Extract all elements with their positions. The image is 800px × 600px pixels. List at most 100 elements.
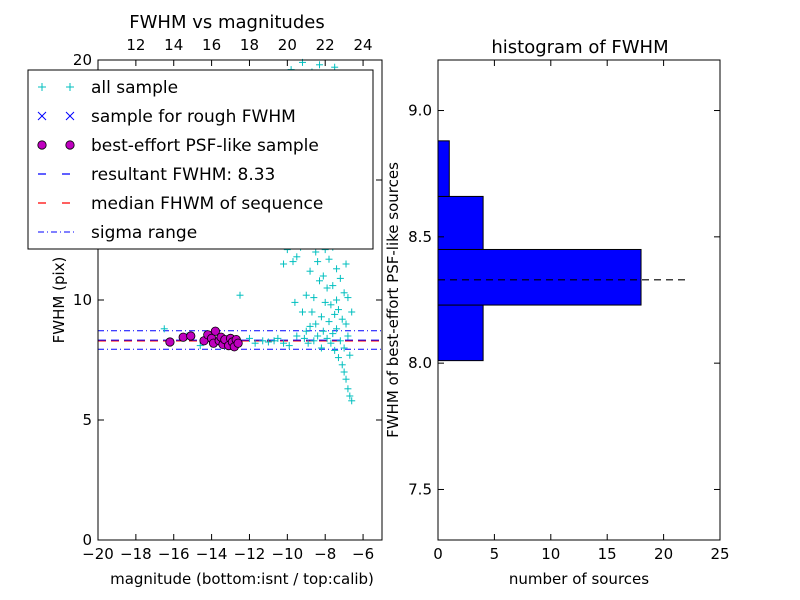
legend-entry: best-effort PSF-like sample — [37, 136, 319, 156]
all-sample-point — [333, 325, 341, 333]
histogram-bar — [437, 304, 484, 362]
legend-label: sample for rough FWHM — [91, 107, 296, 127]
all-sample-point — [331, 310, 339, 318]
top-tick-label: 16 — [202, 36, 221, 54]
all-sample-point — [160, 325, 168, 333]
histogram-x-tick-label: 15 — [598, 545, 617, 563]
top-tick-label: 24 — [354, 36, 373, 54]
scatter-ylabel: FWHM (pix) — [50, 257, 68, 344]
all-sample-point — [285, 342, 293, 350]
x-tick-label: −18 — [120, 545, 152, 563]
psf-sample-point — [233, 338, 243, 348]
all-sample-point — [280, 260, 288, 268]
all-sample-point — [251, 339, 259, 347]
all-sample-point — [346, 392, 354, 400]
all-sample-point — [310, 294, 318, 302]
all-sample-point — [344, 332, 352, 340]
all-sample-point — [304, 339, 312, 347]
all-sample-point — [331, 346, 339, 354]
all-sample-point — [327, 301, 335, 309]
histogram-bar — [437, 140, 450, 197]
all-sample-point — [319, 272, 327, 280]
all-sample-point — [289, 258, 297, 266]
psf-sample-point — [210, 326, 220, 336]
y-tick-label: 0 — [82, 531, 92, 549]
all-sample-point — [319, 327, 327, 335]
all-sample-point — [346, 351, 354, 359]
histogram-x-ticks: 0 5 10 15 20 25 — [433, 60, 730, 563]
all-sample-point — [344, 294, 352, 302]
all-sample-point — [333, 265, 341, 273]
scatter-panel: FWHM vs magnitudes 12 14 16 18 20 22 24 −20 −18… — [27, 12, 383, 588]
all-sample-point — [306, 322, 314, 330]
legend-label: best-effort PSF-like sample — [91, 136, 319, 156]
all-sample-point — [280, 339, 288, 347]
all-sample-point — [323, 284, 331, 292]
histogram-x-tick-label: 25 — [710, 545, 729, 563]
legend-entry: median FHWM of sequence — [38, 194, 323, 214]
all-sample-point — [306, 267, 314, 275]
histogram-x-tick-label: 5 — [490, 545, 500, 563]
all-sample-point — [312, 320, 320, 328]
all-sample-point — [308, 308, 316, 316]
all-sample-point — [340, 289, 348, 297]
y-tick-label: 10 — [73, 291, 92, 309]
all-sample-point — [336, 274, 344, 282]
all-sample-point — [342, 320, 350, 328]
x-axis-ticks: −20 −18 −16 −14 −12 −10 −8 −6 — [82, 60, 374, 563]
all-sample-point — [245, 334, 253, 342]
all-sample-point — [300, 334, 308, 342]
histogram-x-tick-label: 10 — [541, 545, 560, 563]
all-sample-point — [336, 337, 344, 345]
scatter-xlabel: magnitude (bottom:isnt / top:calib) — [110, 570, 374, 588]
psf-sample-point — [178, 332, 188, 342]
legend-box — [27, 69, 374, 250]
histogram-xlabel: number of sources — [509, 570, 649, 588]
histogram-y-ticks: 7.5 8.0 8.5 9.0 — [408, 102, 720, 498]
all-sample-point — [338, 361, 346, 369]
x-tick-label: −16 — [158, 545, 190, 563]
legend-items: all sample sample for rough FWHM best-effo… — [37, 78, 323, 243]
all-sample-point — [323, 334, 331, 342]
all-sample-point — [317, 313, 325, 321]
all-sample-point — [264, 338, 272, 346]
all-sample-point — [342, 260, 350, 268]
all-sample-point — [334, 306, 342, 314]
legend-label: sigma range — [91, 223, 197, 243]
all-sample-point — [325, 318, 333, 326]
all-sample-point — [312, 248, 320, 256]
legend-entry: resultant FWHM: 8.33 — [38, 165, 275, 185]
top-tick-label: 14 — [164, 36, 183, 54]
histogram-plot-frame — [437, 59, 721, 541]
all-sample-point — [340, 368, 348, 376]
all-sample-point — [293, 253, 301, 261]
psf-sample-point — [186, 331, 196, 341]
all-sample-point — [316, 277, 324, 285]
histogram-y-tick-label: 9.0 — [408, 102, 432, 120]
all-sample-point — [325, 255, 333, 263]
legend-label: median FHWM of sequence — [91, 194, 323, 214]
top-tick-label: 18 — [240, 36, 259, 54]
x-tick-label: −8 — [314, 545, 336, 563]
all-sample-point — [329, 282, 337, 290]
all-sample-point — [348, 308, 356, 316]
legend: all sample sample for rough FWHM best-effo… — [27, 69, 374, 250]
top-tick-label: 22 — [316, 36, 335, 54]
all-sample-point — [344, 385, 352, 393]
all-sample-point — [314, 258, 322, 266]
all-sample-point — [317, 344, 325, 352]
all-sample-point — [333, 296, 341, 304]
all-sample-point — [348, 397, 356, 405]
all-sample-point — [342, 375, 350, 383]
top-tick-label: 12 — [126, 36, 145, 54]
top-axis-ticks: 12 14 16 18 20 22 24 — [126, 36, 372, 54]
histogram-bar — [437, 195, 484, 250]
histogram-y-tick-label: 8.0 — [408, 354, 432, 372]
histogram-title: histogram of FWHM — [491, 37, 668, 58]
x-tick-label: −20 — [82, 545, 114, 563]
legend-entry: sigma range — [38, 223, 197, 243]
all-sample-point — [327, 339, 335, 347]
legend-label: all sample — [91, 78, 178, 98]
histogram-y-tick-label: 7.5 — [408, 480, 432, 498]
all-sample-point — [321, 298, 329, 306]
